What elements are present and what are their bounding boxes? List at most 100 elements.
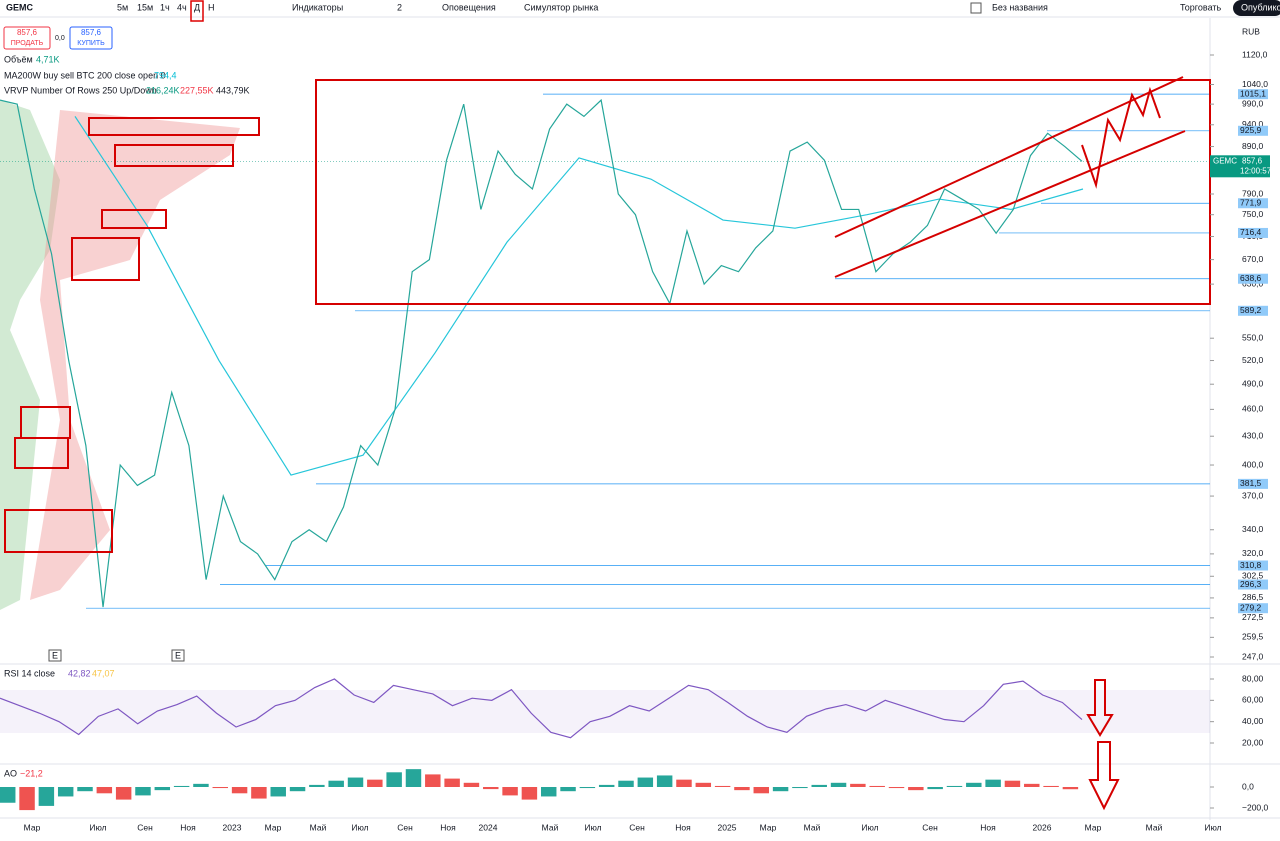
time-label: 2026 — [1033, 822, 1052, 832]
symbol[interactable]: GEMC — [6, 2, 34, 12]
rsi-title: RSI 14 close — [4, 668, 55, 678]
price-tick-label: 259,5 — [1242, 632, 1264, 642]
legend-name: MA200W buy sell BTC 200 close open 0 — [4, 70, 166, 80]
ao-bar — [386, 772, 402, 787]
rsi-tick-label: 80,00 — [1242, 673, 1264, 683]
time-label: Май — [310, 822, 327, 832]
profile-box — [71, 237, 140, 281]
ao-bar — [579, 787, 596, 789]
toolbar — [0, 0, 1280, 17]
interval[interactable]: 15м — [137, 2, 153, 12]
earnings-box[interactable] — [48, 649, 62, 662]
price-tick-label: 460,0 — [1242, 404, 1264, 414]
interval[interactable]: 1ч — [160, 2, 170, 12]
trade-button[interactable]: Торговать — [1180, 2, 1222, 12]
ao-tick-label: −200,0 — [1242, 802, 1269, 812]
level-label-bg — [1238, 560, 1268, 571]
publish-button[interactable]: Опубликов — [1241, 2, 1280, 12]
price-tick-label: 1120,0 — [1242, 49, 1268, 59]
rsi-tick-label: 20,00 — [1242, 737, 1264, 747]
ao-bar — [483, 787, 499, 790]
time-label: Сен — [922, 822, 938, 832]
ao-bar — [19, 787, 35, 811]
level-label-bg — [1238, 125, 1268, 136]
buy-price: 857,6 — [81, 28, 102, 37]
interval[interactable]: 5м — [117, 2, 128, 12]
time-label: Июл — [89, 822, 106, 832]
ao-bar — [792, 787, 808, 789]
projection-path — [1081, 86, 1161, 189]
ao-bar — [598, 784, 615, 787]
layouts-count[interactable]: 2 — [397, 2, 402, 12]
ao-bar — [560, 787, 576, 792]
time-label: Сен — [629, 822, 645, 832]
earnings-label: E — [175, 650, 181, 660]
ao-bar — [251, 787, 267, 799]
ao-bar — [618, 780, 634, 787]
ao-bar — [212, 787, 228, 789]
publish-button-bg[interactable] — [1233, 0, 1280, 16]
indicators-button[interactable]: Индикаторы — [292, 2, 343, 12]
ao-bar — [888, 787, 905, 789]
interval[interactable]: Н — [208, 2, 215, 12]
price-tick-label: 272,5 — [1242, 612, 1264, 622]
time-label: Мар — [760, 822, 777, 832]
price-tick-label: 370,0 — [1242, 490, 1264, 500]
ao-bar — [173, 785, 190, 787]
sell-price: 857,6 — [17, 28, 38, 37]
price-tick-label: 670,0 — [1242, 254, 1264, 264]
earnings-box[interactable] — [171, 649, 185, 662]
ao-bar — [289, 787, 306, 792]
current-price-bg — [1210, 155, 1270, 178]
ao-bar — [695, 782, 712, 787]
annotations — [4, 76, 1211, 811]
ao-bar — [966, 782, 982, 787]
ao-bar — [753, 787, 769, 794]
legend-value: 794,4 — [154, 70, 177, 80]
layout-name[interactable]: Без названия — [992, 2, 1048, 12]
level-label: 279,2 — [1240, 602, 1262, 612]
ao-bar — [869, 785, 885, 787]
price-line — [0, 98, 1083, 608]
time-label: 2024 — [479, 822, 498, 832]
replay-button[interactable]: Симулятор рынка — [524, 2, 598, 12]
ao-bar — [521, 787, 538, 800]
price-tick-label: 1040,0 — [1242, 79, 1268, 89]
ao-bar — [96, 787, 113, 794]
time-label: Ноя — [180, 822, 196, 832]
price-tick-label: 286,5 — [1242, 592, 1264, 602]
price-tick-label: 340,0 — [1242, 524, 1264, 534]
sell-button[interactable] — [3, 26, 51, 50]
ao-bar — [1024, 783, 1040, 787]
level-label: 296,3 — [1240, 579, 1262, 589]
ao-bar — [908, 787, 924, 791]
price-tick-label: 320,0 — [1242, 548, 1264, 558]
buy-button[interactable] — [69, 26, 113, 50]
time-label: 2023 — [223, 822, 242, 832]
profile-box — [88, 117, 260, 136]
ao-bar — [444, 778, 460, 787]
level-label: 310,8 — [1240, 560, 1262, 570]
level-label-bg — [1238, 603, 1268, 614]
level-label: 716,4 — [1240, 227, 1262, 237]
interval[interactable]: 4ч — [177, 2, 187, 12]
ao-bar — [270, 787, 286, 797]
ao-bar — [714, 785, 731, 787]
time-label: Июл — [351, 822, 368, 832]
time-label: Май — [1146, 822, 1163, 832]
level-label: 638,6 — [1240, 273, 1262, 283]
rsi-line — [0, 678, 1083, 739]
ao-bar — [656, 775, 673, 787]
level-label-bg — [1238, 579, 1268, 590]
ao-bar — [502, 787, 518, 796]
checkbox[interactable] — [970, 2, 982, 14]
ao-bar — [367, 779, 383, 787]
profile-box — [101, 209, 167, 229]
alerts-button[interactable]: Оповещения — [442, 2, 496, 12]
price-tick-label: 940,0 — [1242, 119, 1264, 129]
volume-profile-down — [30, 110, 240, 600]
interval[interactable]: Д — [194, 2, 200, 12]
sell-label: ПРОДАТЬ — [11, 40, 44, 47]
buy-label: КУПИТЬ — [77, 40, 105, 47]
price-tick-label: 247,0 — [1242, 651, 1264, 661]
